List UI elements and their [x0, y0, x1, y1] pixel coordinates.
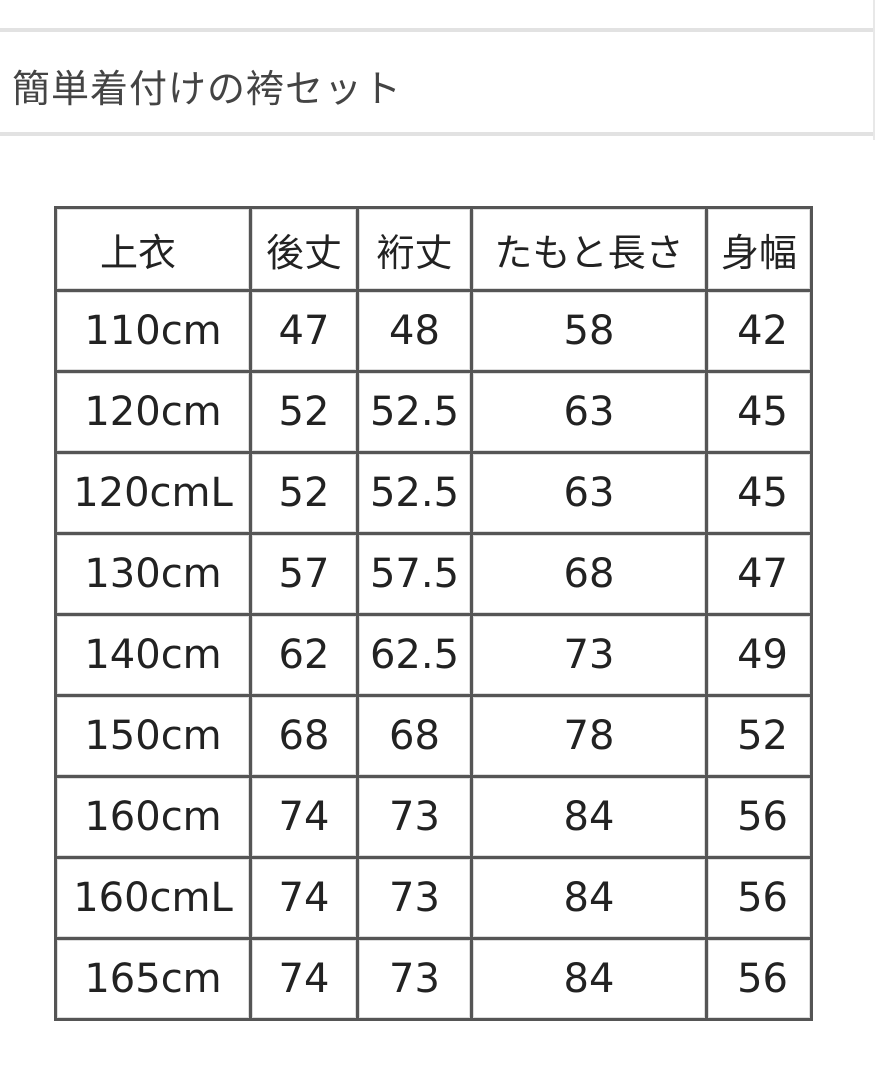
cell-sleeve-pocket-length: 84	[470, 856, 708, 940]
table-row: 140cm 62 62.5 73 49	[54, 613, 813, 697]
cell-sleeve-length: 73	[356, 856, 473, 940]
table-row: 150cm 68 68 78 52	[54, 694, 813, 778]
cell-sleeve-pocket-length: 63	[470, 370, 708, 454]
cell-size: 110cm	[54, 289, 252, 373]
cell-size: 120cm	[54, 370, 252, 454]
cell-body-width: 47	[705, 532, 813, 616]
cell-body-width: 45	[705, 370, 813, 454]
cell-size: 150cm	[54, 694, 252, 778]
cell-sleeve-length: 62.5	[356, 613, 473, 697]
cell-sleeve-length: 52.5	[356, 370, 473, 454]
cell-sleeve-length: 68	[356, 694, 473, 778]
table-row: 160cmL 74 73 84 56	[54, 856, 813, 940]
cell-size: 165cm	[54, 937, 252, 1021]
cell-size: 160cm	[54, 775, 252, 859]
cell-size: 140cm	[54, 613, 252, 697]
table-row: 110cm 47 48 58 42	[54, 289, 813, 373]
table-row: 160cm 74 73 84 56	[54, 775, 813, 859]
right-edge	[873, 0, 875, 140]
cell-sleeve-length: 52.5	[356, 451, 473, 535]
header-body-width: 身幅	[705, 206, 813, 292]
cell-sleeve-pocket-length: 68	[470, 532, 708, 616]
cell-back-length: 74	[249, 937, 359, 1021]
cell-sleeve-length: 73	[356, 775, 473, 859]
cell-sleeve-pocket-length: 73	[470, 613, 708, 697]
cell-size: 160cmL	[54, 856, 252, 940]
cell-size: 130cm	[54, 532, 252, 616]
table-row: 120cm 52 52.5 63 45	[54, 370, 813, 454]
cell-back-length: 68	[249, 694, 359, 778]
size-table: 上衣 後丈 裄丈 たもと長さ 身幅 110cm 47 48 58 42 120cm 52 52.5 63 4…	[54, 206, 813, 1021]
table-row: 165cm 74 73 84 56	[54, 937, 813, 1021]
table-row: 130cm 57 57.5 68 47	[54, 532, 813, 616]
cell-body-width: 42	[705, 289, 813, 373]
page-title: 簡単着付けの袴セット	[12, 67, 403, 111]
cell-body-width: 45	[705, 451, 813, 535]
cell-sleeve-pocket-length: 78	[470, 694, 708, 778]
cell-sleeve-length: 57.5	[356, 532, 473, 616]
cell-body-width: 52	[705, 694, 813, 778]
cell-sleeve-length: 48	[356, 289, 473, 373]
header-row: 上衣 後丈 裄丈 たもと長さ 身幅	[54, 206, 813, 292]
cell-sleeve-pocket-length: 84	[470, 775, 708, 859]
header-sleeve-pocket-length: たもと長さ	[470, 206, 708, 292]
cell-body-width: 56	[705, 856, 813, 940]
cell-sleeve-pocket-length: 58	[470, 289, 708, 373]
title-divider	[0, 132, 873, 136]
cell-body-width: 56	[705, 937, 813, 1021]
header-size: 上衣	[54, 206, 252, 292]
cell-size: 120cmL	[54, 451, 252, 535]
header-sleeve-length: 裄丈	[356, 206, 473, 292]
cell-back-length: 47	[249, 289, 359, 373]
header-back-length: 後丈	[249, 206, 359, 292]
table-row: 120cmL 52 52.5 63 45	[54, 451, 813, 535]
cell-sleeve-pocket-length: 84	[470, 937, 708, 1021]
cell-back-length: 74	[249, 856, 359, 940]
cell-sleeve-pocket-length: 63	[470, 451, 708, 535]
cell-back-length: 62	[249, 613, 359, 697]
cell-body-width: 56	[705, 775, 813, 859]
top-divider	[0, 28, 873, 32]
cell-back-length: 74	[249, 775, 359, 859]
cell-back-length: 52	[249, 451, 359, 535]
cell-sleeve-length: 73	[356, 937, 473, 1021]
cell-back-length: 57	[249, 532, 359, 616]
cell-back-length: 52	[249, 370, 359, 454]
cell-body-width: 49	[705, 613, 813, 697]
